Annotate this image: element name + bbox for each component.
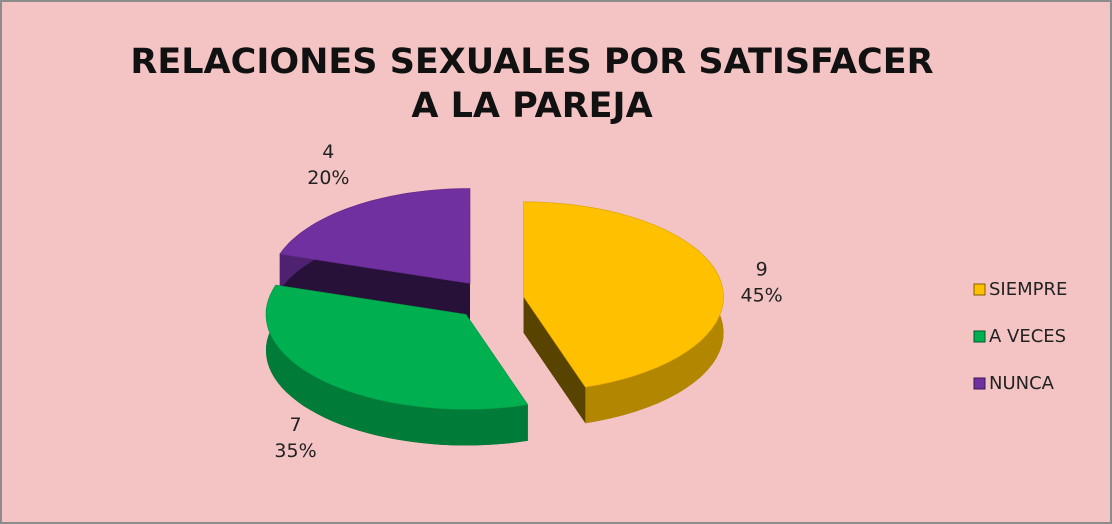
pie-slice-wall xyxy=(523,296,586,424)
data-label: 9 xyxy=(756,258,768,280)
pie-slice xyxy=(265,284,529,410)
data-label: 7 xyxy=(289,414,301,436)
legend-swatch xyxy=(973,330,986,343)
data-label-percent: 35% xyxy=(274,440,316,462)
data-label: 4 xyxy=(322,141,334,163)
data-label-percent: 20% xyxy=(307,167,349,189)
legend-label: NUNCA xyxy=(989,373,1055,394)
pie-slice xyxy=(523,201,724,388)
legend-label: SIEMPRE xyxy=(989,279,1067,300)
legend-label: A VECES xyxy=(989,326,1066,347)
legend-swatch xyxy=(973,283,986,296)
data-label-percent: 45% xyxy=(740,284,782,306)
chart-title: RELACIONES SEXUALES POR SATISFACER A LA … xyxy=(130,42,934,126)
pie-slice-wall xyxy=(279,254,471,320)
pie-slice xyxy=(279,188,471,284)
legend-swatch xyxy=(973,377,986,390)
pie-slice-side xyxy=(266,285,528,446)
